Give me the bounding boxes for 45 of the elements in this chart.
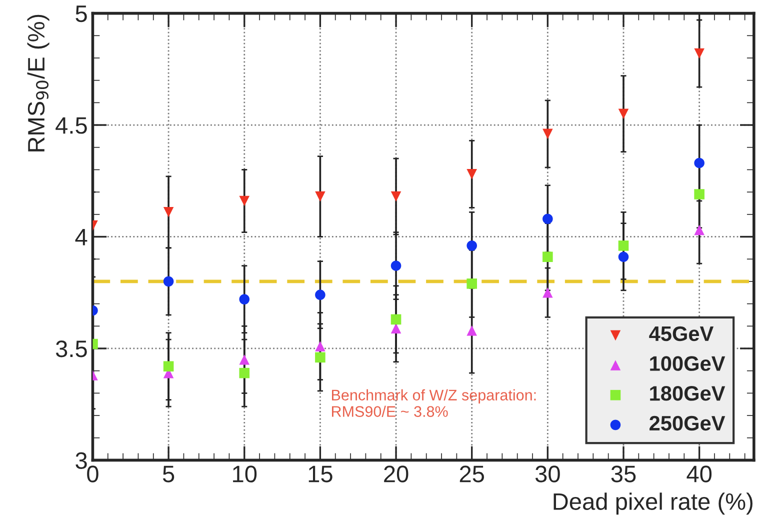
point	[390, 260, 402, 271]
x-tick-label: 20	[384, 466, 408, 482]
point	[390, 191, 402, 202]
point	[239, 196, 250, 206]
x-axis-title: Dead pixel rate (%)	[554, 492, 752, 515]
point	[466, 325, 477, 336]
y-tick-label: 3	[76, 452, 87, 469]
y-tick-label: 5	[76, 6, 87, 22]
x-tick-label: 10	[233, 466, 257, 482]
point	[315, 341, 326, 352]
point	[163, 276, 174, 287]
point	[239, 354, 250, 365]
point	[239, 368, 250, 378]
point	[694, 48, 704, 59]
point	[466, 169, 477, 180]
point	[694, 189, 704, 200]
point	[618, 108, 629, 119]
point	[390, 323, 402, 334]
point	[315, 290, 326, 300]
legend-label: 180GeV	[650, 386, 726, 401]
point	[694, 158, 704, 168]
point	[239, 294, 250, 304]
y-tick-label: 4.5	[56, 117, 87, 134]
x-tick-label: 35	[611, 466, 636, 482]
x-tick-label: 40	[686, 466, 712, 482]
x-tick-label: 5	[162, 466, 174, 482]
annotation: Benchmark of W/Z separation: RMS90/E ~ 3.8%	[332, 389, 536, 417]
point	[618, 252, 629, 262]
point	[315, 191, 326, 202]
point	[542, 128, 553, 140]
point	[163, 361, 174, 372]
point	[390, 314, 402, 325]
x-tick-label: 15	[308, 466, 332, 482]
x-tick-label: 25	[460, 466, 484, 482]
legend-label: 45GeV	[649, 326, 714, 342]
y-axis-title: RMS$_{90}$/E (%)	[27, 14, 50, 152]
point	[618, 240, 629, 251]
legend-label: 250GeV	[650, 416, 726, 431]
x-tick-label: 30	[535, 466, 560, 482]
point	[163, 207, 174, 218]
x-tick-label: 0	[87, 466, 98, 482]
y-tick-label: 4	[75, 229, 88, 246]
point	[315, 352, 326, 363]
y-tick-label: 3.5	[56, 340, 87, 358]
legend-label: 100GeV	[650, 356, 726, 371]
